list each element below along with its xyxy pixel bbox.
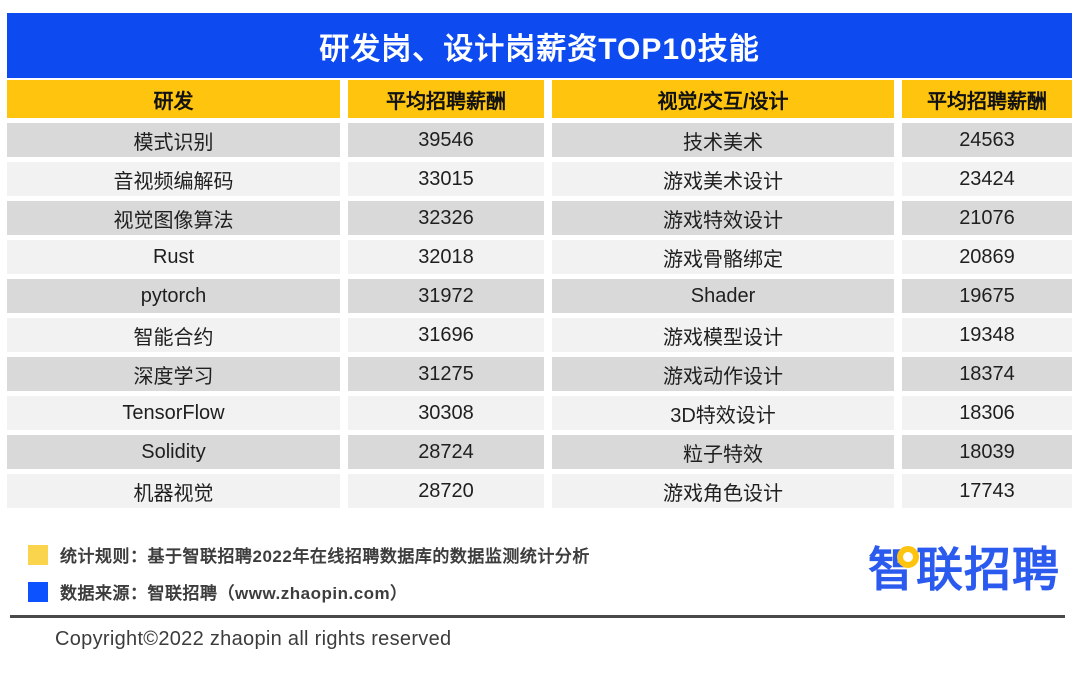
- skill-cell: Shader: [552, 279, 894, 313]
- legend-item-rule: 统计规则：基于智联招聘2022年在线招聘数据库的数据监测统计分析: [28, 542, 590, 567]
- legend-rule-text: 统计规则：基于智联招聘2022年在线招聘数据库的数据监测统计分析: [60, 547, 590, 566]
- table-row: 智能合约 31696 游戏模型设计 19348: [7, 318, 1072, 352]
- table-row: TensorFlow 30308 3D特效设计 18306: [7, 396, 1072, 430]
- salary-cell: 19348: [902, 318, 1072, 352]
- zhaopin-logo: 智联招聘: [868, 543, 1068, 597]
- header-rd: 研发: [7, 80, 340, 118]
- salary-cell: 18039: [902, 435, 1072, 469]
- salary-cell: 19675: [902, 279, 1072, 313]
- salary-cell: 18374: [902, 357, 1072, 391]
- salary-cell: 31696: [348, 318, 544, 352]
- zhaopin-logo-text: 智联招聘: [868, 543, 1060, 596]
- skill-cell: 粒子特效: [552, 435, 894, 469]
- legend-source-text: 数据来源：智联招聘（www.zhaopin.com）: [60, 584, 408, 603]
- salary-cell: 17743: [902, 474, 1072, 508]
- table-row: 机器视觉 28720 游戏角色设计 17743: [7, 474, 1072, 508]
- salary-cell: 33015: [348, 162, 544, 196]
- salary-cell: 23424: [902, 162, 1072, 196]
- footer-divider: [10, 615, 1065, 618]
- skill-cell: 视觉图像算法: [7, 201, 340, 235]
- skill-cell: TensorFlow: [7, 396, 340, 430]
- salary-cell: 31972: [348, 279, 544, 313]
- footer-legend: 统计规则：基于智联招聘2022年在线招聘数据库的数据监测统计分析 数据来源：智联…: [28, 542, 590, 616]
- salary-cell: 18306: [902, 396, 1072, 430]
- salary-cell: 30308: [348, 396, 544, 430]
- skill-cell: 游戏动作设计: [552, 357, 894, 391]
- skill-cell: 智能合约: [7, 318, 340, 352]
- header-design: 视觉/交互/设计: [552, 80, 894, 118]
- skill-cell: 游戏模型设计: [552, 318, 894, 352]
- skill-cell: 游戏骨骼绑定: [552, 240, 894, 274]
- skill-cell: 游戏特效设计: [552, 201, 894, 235]
- salary-cell: 28724: [348, 435, 544, 469]
- skill-cell: 机器视觉: [7, 474, 340, 508]
- skill-cell: pytorch: [7, 279, 340, 313]
- salary-cell: 32018: [348, 240, 544, 274]
- salary-cell: 28720: [348, 474, 544, 508]
- skill-cell: Solidity: [7, 435, 340, 469]
- copyright-text: Copyright©2022 zhaopin all rights reserv…: [55, 628, 452, 650]
- legend-item-source: 数据来源：智联招聘（www.zhaopin.com）: [28, 579, 590, 604]
- blue-square-icon: [28, 581, 48, 602]
- table-row: pytorch 31972 Shader 19675: [7, 279, 1072, 313]
- page-title: 研发岗、设计岗薪资TOP10技能: [7, 13, 1072, 78]
- salary-cell: 31275: [348, 357, 544, 391]
- header-design-salary: 平均招聘薪酬: [902, 80, 1072, 118]
- table-row: 模式识别 39546 技术美术 24563: [7, 123, 1072, 157]
- salary-cell: 39546: [348, 123, 544, 157]
- table-header-row: 研发 平均招聘薪酬 视觉/交互/设计 平均招聘薪酬: [7, 80, 1072, 118]
- table-row: 音视频编解码 33015 游戏美术设计 23424: [7, 162, 1072, 196]
- salary-cell: 24563: [902, 123, 1072, 157]
- skill-cell: 3D特效设计: [552, 396, 894, 430]
- skill-cell: 深度学习: [7, 357, 340, 391]
- salary-cell: 20869: [902, 240, 1072, 274]
- table-row: 视觉图像算法 32326 游戏特效设计 21076: [7, 201, 1072, 235]
- skill-cell: 模式识别: [7, 123, 340, 157]
- table-row: Rust 32018 游戏骨骼绑定 20869: [7, 240, 1072, 274]
- infographic: 研发岗、设计岗薪资TOP10技能 研发 平均招聘薪酬 视觉/交互/设计 平均招聘…: [7, 13, 1072, 508]
- salary-cell: 32326: [348, 201, 544, 235]
- logo-yellow-circle-icon: [897, 546, 919, 568]
- skill-cell: 游戏美术设计: [552, 162, 894, 196]
- skill-cell: 游戏角色设计: [552, 474, 894, 508]
- skill-cell: Rust: [7, 240, 340, 274]
- table-row: Solidity 28724 粒子特效 18039: [7, 435, 1072, 469]
- table-body: 模式识别 39546 技术美术 24563 音视频编解码 33015 游戏美术设计 23424…: [7, 123, 1072, 508]
- header-rd-salary: 平均招聘薪酬: [348, 80, 544, 118]
- table-row: 深度学习 31275 游戏动作设计 18374: [7, 357, 1072, 391]
- salary-cell: 21076: [902, 201, 1072, 235]
- yellow-square-icon: [28, 544, 48, 565]
- skill-cell: 技术美术: [552, 123, 894, 157]
- skill-cell: 音视频编解码: [7, 162, 340, 196]
